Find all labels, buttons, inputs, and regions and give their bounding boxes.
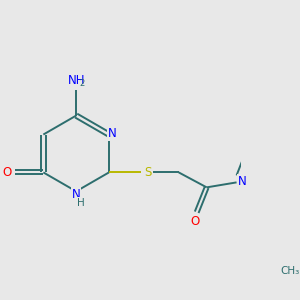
Text: NH: NH [68,74,85,87]
Text: N: N [238,175,247,188]
Text: 2: 2 [80,79,85,88]
Text: O: O [3,166,12,179]
Text: N: N [72,188,80,201]
Text: S: S [144,166,152,179]
Text: O: O [190,215,199,228]
Text: H: H [77,198,85,208]
Text: CH₃: CH₃ [281,266,300,276]
Text: N: N [108,127,117,140]
